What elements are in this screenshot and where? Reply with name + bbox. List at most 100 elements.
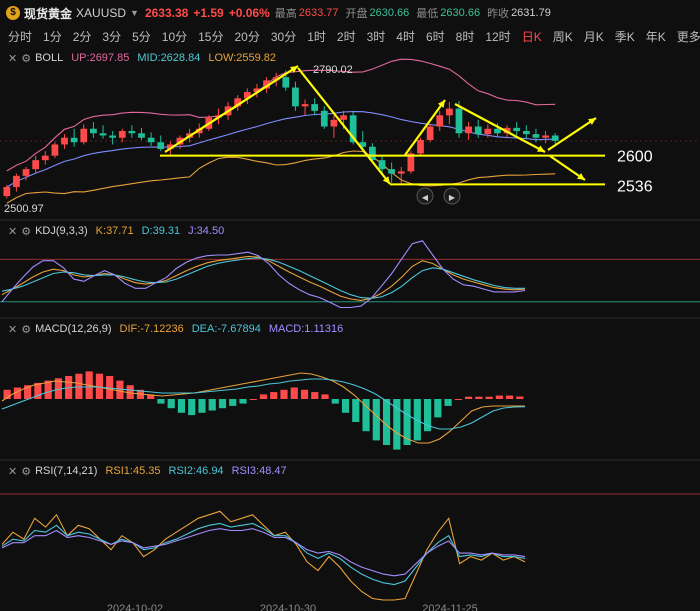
macd-bar [413,399,421,441]
tab-timeframe[interactable]: 1分 [43,29,62,44]
macd-bar [198,399,206,413]
macd-bar [157,399,165,404]
macd-line-2 [1,378,526,430]
close-icon[interactable]: ✕ [8,323,18,336]
next-candle-icon[interactable] [443,187,461,205]
level-label-2600: 2600 [617,149,653,166]
quote-header: $ 现货黄金 XAUUSD ▼ 2633.38 +1.59 +0.06% 最高 … [0,0,700,26]
tab-timeframe[interactable]: 日K [521,29,542,44]
prev-close-value: 2631.79 [511,7,551,19]
candle-body [70,137,78,143]
trend-arrow-rebound-head [437,100,445,108]
trend-arrow-up [164,65,299,153]
trend-arrow-down [297,67,391,185]
kdj-line-1 [1,257,525,299]
tab-timeframe[interactable]: 1时 [307,29,326,44]
kdj-title: KDJ(9,3,3) [35,225,88,237]
price-change-pct: +0.06% [228,6,270,20]
macd-dif-value: DIF:-7.12236 [119,323,184,335]
tab-timeframe[interactable]: 周K [552,29,573,44]
tab-timeframe[interactable]: 12时 [485,29,511,44]
macd-dea-value: DEA:-7.67894 [191,323,261,335]
tab-timeframe[interactable]: 季K [614,29,635,44]
macd-bar [280,389,288,399]
tab-timeframe[interactable]: 更多 [676,29,700,44]
price-change: +1.59 [193,6,224,20]
settings-icon[interactable]: ⚙ [21,323,32,336]
tab-timeframe[interactable]: 分时 [8,29,33,44]
macd-macd-value: MACD:1.11316 [268,323,344,335]
candle-body [3,187,11,197]
macd-bar [126,385,134,399]
candle-body [494,128,501,134]
macd-bar [495,395,503,399]
tab-timeframe[interactable]: 15分 [198,29,224,44]
tab-timeframe[interactable]: 30分 [270,29,297,44]
tab-timeframe[interactable]: 5分 [132,29,151,44]
candle-body [253,88,261,93]
macd-bar [321,394,329,399]
macd-bar [485,396,493,399]
candle-body [41,155,49,161]
macd-bar [362,399,370,432]
tab-timeframe[interactable]: 2分 [72,29,92,44]
candle-body [128,131,136,134]
boll-up-value: UP:2697.85 [71,52,130,64]
candle-body [90,128,97,134]
close-icon[interactable]: ✕ [8,52,18,65]
candle-body [311,104,319,111]
tab-timeframe[interactable]: 4时 [396,29,415,44]
kdj-line-0 [1,255,526,301]
candle-body [542,135,549,138]
macd-title: MACD(12,26,9) [35,323,112,335]
candle-body [292,87,299,107]
tab-timeframe[interactable]: 月K [583,29,604,44]
candle-body [455,108,463,134]
tab-timeframe[interactable]: 2时 [336,29,356,44]
macd-bar [147,394,155,399]
caret-down-icon[interactable]: ▼ [130,8,139,18]
tab-timeframe[interactable]: 8时 [455,29,475,44]
macd-bar [229,399,237,406]
candle-body [80,128,88,143]
macd-bar [44,380,52,399]
macd-bar [331,399,339,404]
boll-lower-line [6,150,556,204]
prev-candle-icon[interactable] [416,187,434,205]
candle-body [474,126,482,135]
settings-icon[interactable]: ⚙ [21,465,32,478]
macd-bar [95,373,104,399]
tab-timeframe[interactable]: 6时 [425,29,445,44]
macd-header: ✕ ⚙ MACD(12,26,9) DIF:-7.12236 DEA:-7.67… [0,321,351,337]
macd-bar [106,376,114,399]
candle-body [22,169,30,176]
macd-bar [3,389,11,399]
candle-body [234,98,242,107]
instrument-name: 现货黄金 [24,6,73,21]
gold-coin-icon: $ [6,6,20,20]
tab-timeframe[interactable]: 10分 [161,29,188,44]
macd-bar [300,389,309,399]
tab-timeframe[interactable]: 3时 [366,29,386,44]
candle-body [166,144,174,149]
tab-timeframe[interactable]: 3分 [102,29,122,44]
settings-icon[interactable]: ⚙ [21,225,32,238]
macd-bar [116,380,124,399]
rsi3-value: RSI3:48.47 [231,465,287,477]
rsi-line-1 [1,522,526,586]
close-icon[interactable]: ✕ [8,465,18,478]
high-value: 2633.77 [298,7,339,19]
macd-bar [444,399,452,406]
instrument-symbol[interactable]: XAUUSD [76,6,127,20]
close-icon[interactable]: ✕ [8,225,18,238]
macd-bar [270,392,278,399]
candle-body [61,137,68,145]
candle-body [445,108,453,116]
trend-arrow-pullback [454,103,546,153]
settings-icon[interactable]: ⚙ [21,52,32,65]
low-value: 2630.66 [440,7,481,19]
tab-timeframe[interactable]: 年K [645,29,666,44]
tab-timeframe[interactable]: 20分 [234,29,260,44]
rsi1-value: RSI1:45.35 [105,465,161,477]
